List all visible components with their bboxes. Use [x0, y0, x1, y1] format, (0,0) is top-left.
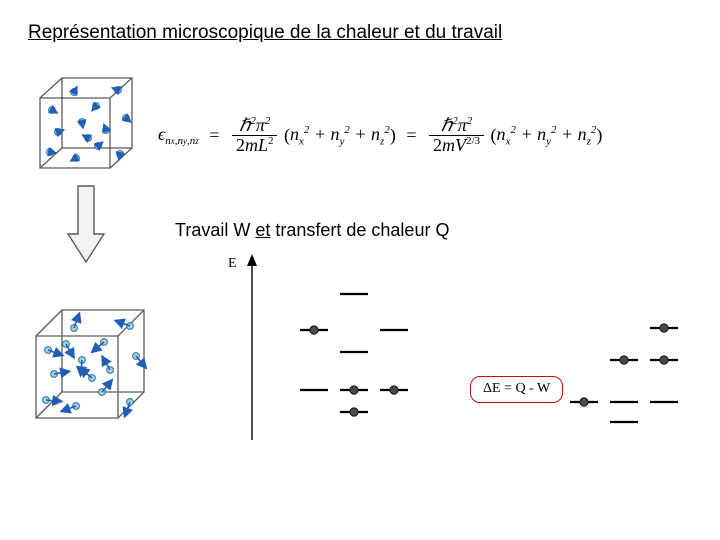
result-equation-text: ΔE = Q - W: [483, 381, 550, 396]
subtitle-part-b: transfert de chaleur Q: [270, 220, 449, 240]
energy-equation: ϵnx,ny,nz = ℏ2π2 2mL2 (nx2 + ny2 + nz2) …: [158, 116, 602, 155]
subtitle-part-a: Travail W: [175, 220, 255, 240]
cube-before: [28, 70, 148, 180]
result-equation-box: ΔE = Q - W: [470, 376, 563, 403]
e-axis-label: E: [228, 256, 237, 272]
subtitle-et: et: [255, 220, 270, 240]
slide-title: Représentation microscopique de la chale…: [28, 22, 502, 44]
big-arrow-icon: [66, 184, 106, 264]
cube-after: [22, 302, 162, 432]
subtitle: Travail W et transfert de chaleur Q: [175, 220, 449, 241]
slide-root: Représentation microscopique de la chale…: [0, 0, 720, 540]
